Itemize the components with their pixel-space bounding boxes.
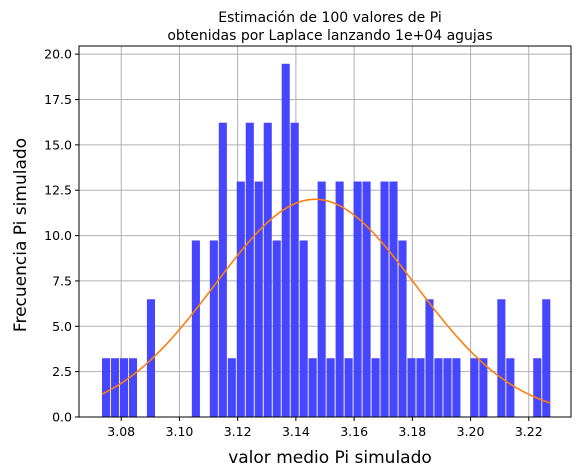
histogram-bar [506,358,515,417]
fit-curve-layer [101,198,551,404]
histogram-bar [227,358,236,417]
y-tick-label: 12.5 [44,183,72,198]
histogram-bar [254,181,263,417]
histogram-bar [452,358,461,417]
y-tick-label: 20.0 [44,47,72,62]
y-axis-ticks: 0.0 2.5 5.0 7.5 10.0 12.5 15.0 17.5 20.0 [44,47,79,425]
histogram-bar [497,299,506,417]
histogram-bar [281,63,290,418]
x-tick-label: 3.18 [398,424,426,439]
histogram-bar [101,358,111,417]
histogram-bar [308,358,317,417]
histogram-bar [128,358,138,417]
histogram-bar [344,358,353,417]
histogram-bar [299,240,308,417]
y-tick-label: 5.0 [52,319,72,334]
chart-title-line-1: Estimación de 100 valores de Pi [218,10,441,26]
histogram-bar [362,181,371,417]
histogram-bar [317,181,326,417]
histogram-bar [416,358,425,417]
histogram-bar [236,181,245,417]
plot-frame [78,45,572,418]
histogram-bar [470,358,479,417]
histogram-bar [398,240,407,417]
histogram-bar [119,358,129,417]
x-axis-ticks: 3.08 3.10 3.12 3.14 3.16 3.18 3.20 3.22 [107,417,543,439]
histogram-bar [425,299,434,417]
histogram-bar [479,358,488,417]
y-tick-label: 15.0 [44,137,72,152]
histogram-bar [218,122,227,417]
x-axis-label: valor medio Pi simulado [228,448,432,468]
histogram-bar [191,240,200,417]
y-axis-label: Frecuencia Pi simulado [11,138,31,332]
x-tick-label: 3.14 [282,424,310,439]
histogram-bar [407,358,416,417]
histogram-bar [326,358,335,417]
histogram-bar [389,181,398,417]
histogram-bar [353,181,362,417]
histogram-bar [434,358,443,417]
x-tick-label: 3.20 [457,424,485,439]
histogram-bar [146,299,156,417]
histogram-bar [209,240,218,417]
x-tick-label: 3.12 [224,424,252,439]
normal-fit-curve [101,198,551,404]
histogram-bar [443,358,452,417]
x-tick-label: 3.08 [107,424,135,439]
x-tick-label: 3.22 [515,424,543,439]
y-tick-label: 7.5 [52,273,72,288]
histogram-bar [245,122,254,417]
histogram-bar [335,181,344,417]
y-tick-label: 17.5 [44,92,72,107]
y-tick-label: 2.5 [52,364,72,379]
chart-title-line-2: obtenidas por Laplace lanzando 1e+04 agu… [167,28,492,44]
y-tick-label: 0.0 [52,410,72,425]
y-tick-label: 10.0 [44,228,72,243]
histogram-bar [272,240,281,417]
x-tick-label: 3.16 [340,424,368,439]
histogram-bar [371,358,380,417]
histogram-bar [542,299,551,417]
histogram-bar [290,122,299,417]
histogram-bar [380,181,389,417]
histogram-bar [263,122,272,417]
histogram-bar [533,358,542,417]
x-tick-label: 3.10 [166,424,194,439]
